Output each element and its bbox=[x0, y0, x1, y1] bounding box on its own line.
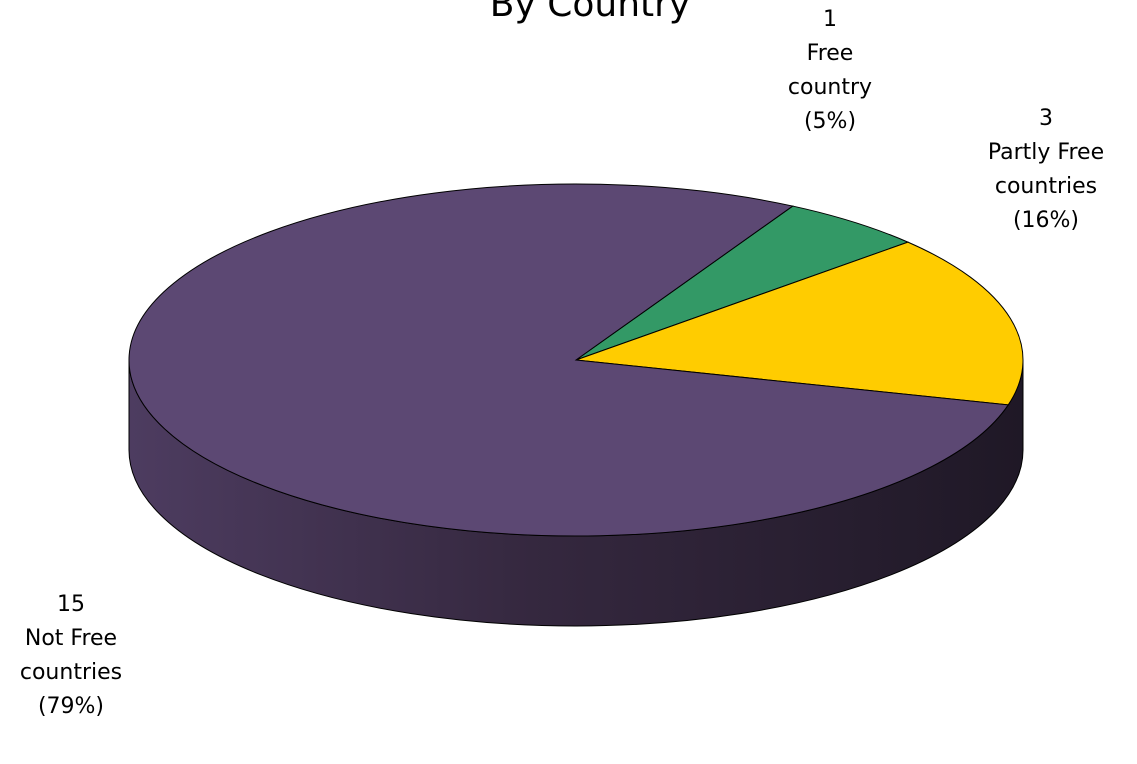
slice-category: Not Free bbox=[24, 626, 118, 651]
slice-percent: (79%) bbox=[37, 694, 105, 719]
slice-category: Free bbox=[806, 41, 854, 66]
slice-percent: (5%) bbox=[803, 109, 857, 134]
slice-percent: (16%) bbox=[1012, 208, 1080, 233]
slice-free bbox=[575, 205, 910, 361]
slice-not-free bbox=[128, 183, 1010, 537]
slice-label-partly-free: 3 Partly Free countries (16%) bbox=[976, 102, 1116, 238]
slice-count: 15 bbox=[57, 592, 85, 617]
slice-category: Partly Free bbox=[987, 140, 1105, 165]
chart-title: By Country bbox=[489, 0, 691, 25]
slice-count: 3 bbox=[1039, 106, 1053, 131]
slice-label-free: 1 Free country (5%) bbox=[770, 3, 890, 139]
slice-label-not-free: 15 Not Free countries (79%) bbox=[6, 588, 136, 724]
slice-count: 1 bbox=[823, 7, 837, 32]
pie-top bbox=[128, 183, 1024, 537]
slice-noun: countries bbox=[994, 174, 1098, 199]
slice-noun: country bbox=[787, 75, 873, 100]
slice-partly-free bbox=[575, 241, 1024, 406]
slice-noun: countries bbox=[19, 660, 123, 685]
